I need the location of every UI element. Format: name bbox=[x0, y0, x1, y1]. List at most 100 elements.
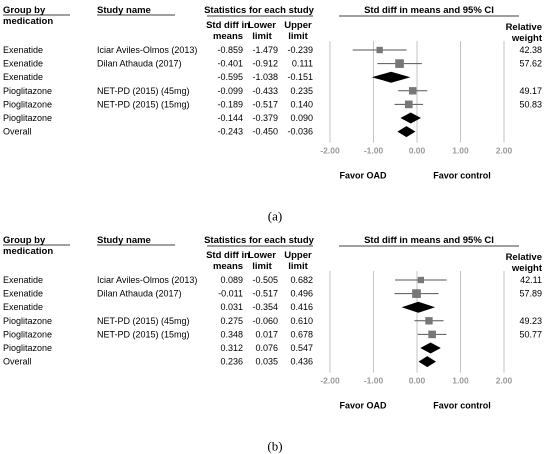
panel-caption: (b) bbox=[267, 439, 282, 454]
x-tick-label: 2.00 bbox=[496, 146, 513, 156]
row-relative-weight: 42.38 bbox=[519, 45, 542, 55]
header-study-name: Study name bbox=[97, 235, 151, 246]
row-upper-limit: 0.547 bbox=[290, 343, 313, 353]
header-plot-title: Std diff in means and 95% CI bbox=[364, 5, 494, 16]
row-lower-limit: -0.912 bbox=[252, 59, 278, 69]
header-std-diff-line-1: Std diff in bbox=[206, 20, 250, 31]
row-study-name: NET-PD (2015) (15mg) bbox=[97, 329, 190, 339]
row-group-label: Pioglitazone bbox=[3, 329, 52, 339]
header-lower-limit: Lower limit bbox=[248, 250, 276, 272]
header-upper-limit: Upper limit bbox=[284, 20, 312, 42]
row-lower-limit: -0.433 bbox=[252, 86, 278, 96]
header-relative-weight: Relative weight bbox=[506, 22, 543, 44]
row-group-label: Exenatide bbox=[3, 72, 43, 82]
row-group-label: Pioglitazone bbox=[3, 86, 52, 96]
effect-square bbox=[428, 330, 436, 339]
effect-square bbox=[412, 289, 421, 298]
row-lower-limit: -0.354 bbox=[252, 302, 278, 312]
x-tick-label: 2.00 bbox=[496, 376, 513, 386]
row-upper-limit: -0.036 bbox=[287, 127, 313, 137]
row-study-name: NET-PD (2015) (45mg) bbox=[97, 86, 190, 96]
header-study-name: Study name bbox=[97, 5, 151, 16]
header-std-diff-line-2: means bbox=[213, 31, 243, 42]
header-group-line-1: Group by bbox=[3, 235, 46, 246]
row-study-name: Iciar Aviles-Olmos (2013) bbox=[97, 45, 197, 55]
header-lower-limit-line-2: limit bbox=[252, 31, 272, 42]
effect-square bbox=[404, 100, 413, 109]
row-group-label: Exenatide bbox=[3, 275, 43, 285]
header-relative-weight-line-1: Relative bbox=[506, 22, 542, 33]
x-tick-label: -1.00 bbox=[364, 376, 384, 386]
header-lower-limit-line-1: Lower bbox=[248, 20, 276, 31]
header-upper-limit: Upper limit bbox=[284, 250, 312, 272]
header-std-diff: Std diff in means bbox=[206, 250, 250, 272]
row-group-label: Overall bbox=[3, 357, 32, 367]
row-lower-limit: 0.017 bbox=[255, 329, 278, 339]
header-statistics: Statistics for each study bbox=[204, 5, 315, 16]
header-upper-limit-line-1: Upper bbox=[284, 250, 312, 261]
row-relative-weight: 57.89 bbox=[519, 289, 542, 299]
effect-square bbox=[417, 276, 425, 284]
forest-panel-b: Group by medication Study name Statistics f… bbox=[3, 235, 543, 454]
header-relative-weight: Relative weight bbox=[506, 252, 543, 274]
row-group-label: Exenatide bbox=[3, 289, 43, 299]
row-std-diff: -0.401 bbox=[217, 59, 243, 69]
panel-caption: (a) bbox=[268, 209, 282, 224]
row-upper-limit: 0.682 bbox=[290, 275, 313, 285]
row-group-label: Exenatide bbox=[3, 302, 43, 312]
header-group-line-2: medication bbox=[3, 16, 53, 27]
row-upper-limit: 0.610 bbox=[290, 316, 313, 326]
header-plot-title: Std diff in means and 95% CI bbox=[364, 235, 494, 246]
row-std-diff: 0.236 bbox=[220, 357, 243, 367]
x-tick-label: 1.00 bbox=[452, 146, 469, 156]
row-std-diff: 0.312 bbox=[220, 343, 243, 353]
summary-diamond bbox=[401, 301, 436, 313]
x-tick-label: 0.00 bbox=[409, 376, 426, 386]
header-relative-weight-line-2: weight bbox=[511, 33, 543, 44]
row-lower-limit: -1.038 bbox=[252, 72, 278, 82]
row-std-diff: -0.243 bbox=[217, 127, 243, 137]
row-group-label: Pioglitazone bbox=[3, 343, 52, 353]
row-upper-limit: -0.239 bbox=[287, 45, 313, 55]
favor-oad-label: Favor OAD bbox=[339, 171, 387, 181]
row-std-diff: -0.011 bbox=[218, 289, 243, 299]
favor-oad-label: Favor OAD bbox=[339, 401, 387, 411]
header-upper-limit-line-2: limit bbox=[288, 261, 308, 272]
row-std-diff: -0.189 bbox=[217, 99, 243, 109]
header-upper-limit-line-2: limit bbox=[288, 31, 308, 42]
x-tick-label: -2.00 bbox=[320, 146, 340, 156]
row-upper-limit: 0.496 bbox=[290, 289, 313, 299]
row-study-name: NET-PD (2015) (45mg) bbox=[97, 316, 190, 326]
row-relative-weight: 49.23 bbox=[519, 316, 542, 326]
header-relative-weight-line-1: Relative bbox=[506, 252, 542, 263]
row-std-diff: 0.031 bbox=[220, 302, 243, 312]
row-lower-limit: -0.517 bbox=[252, 289, 278, 299]
header-std-diff-line-1: Std diff in bbox=[206, 250, 250, 261]
row-group-label: Pioglitazone bbox=[3, 316, 52, 326]
row-std-diff: 0.275 bbox=[220, 316, 243, 326]
row-lower-limit: -0.450 bbox=[252, 127, 278, 137]
header-lower-limit: Lower limit bbox=[248, 20, 276, 42]
header-statistics: Statistics for each study bbox=[204, 235, 315, 246]
header-std-diff: Std diff in means bbox=[206, 20, 250, 42]
summary-diamond bbox=[371, 71, 411, 83]
row-study-name: NET-PD (2015) (15mg) bbox=[97, 99, 190, 109]
row-std-diff: -0.099 bbox=[217, 86, 243, 96]
row-std-diff: -0.144 bbox=[217, 113, 243, 123]
header-group-line-1: Group by bbox=[3, 5, 46, 16]
header-group-by-medication: Group by medication bbox=[3, 235, 53, 257]
row-group-label: Exenatide bbox=[3, 45, 43, 55]
effect-square bbox=[409, 87, 417, 95]
header-upper-limit-line-1: Upper bbox=[284, 20, 312, 31]
x-tick-label: 1.00 bbox=[452, 376, 469, 386]
x-tick-label: -2.00 bbox=[320, 376, 340, 386]
row-group-label: Exenatide bbox=[3, 59, 43, 69]
row-upper-limit: 0.111 bbox=[292, 59, 313, 69]
row-lower-limit: -1.479 bbox=[252, 45, 278, 55]
summary-diamond bbox=[420, 342, 441, 354]
row-relative-weight: 50.77 bbox=[519, 329, 542, 339]
summary-diamond bbox=[400, 112, 421, 124]
header-lower-limit-line-2: limit bbox=[252, 261, 272, 272]
row-lower-limit: -0.517 bbox=[252, 99, 278, 109]
